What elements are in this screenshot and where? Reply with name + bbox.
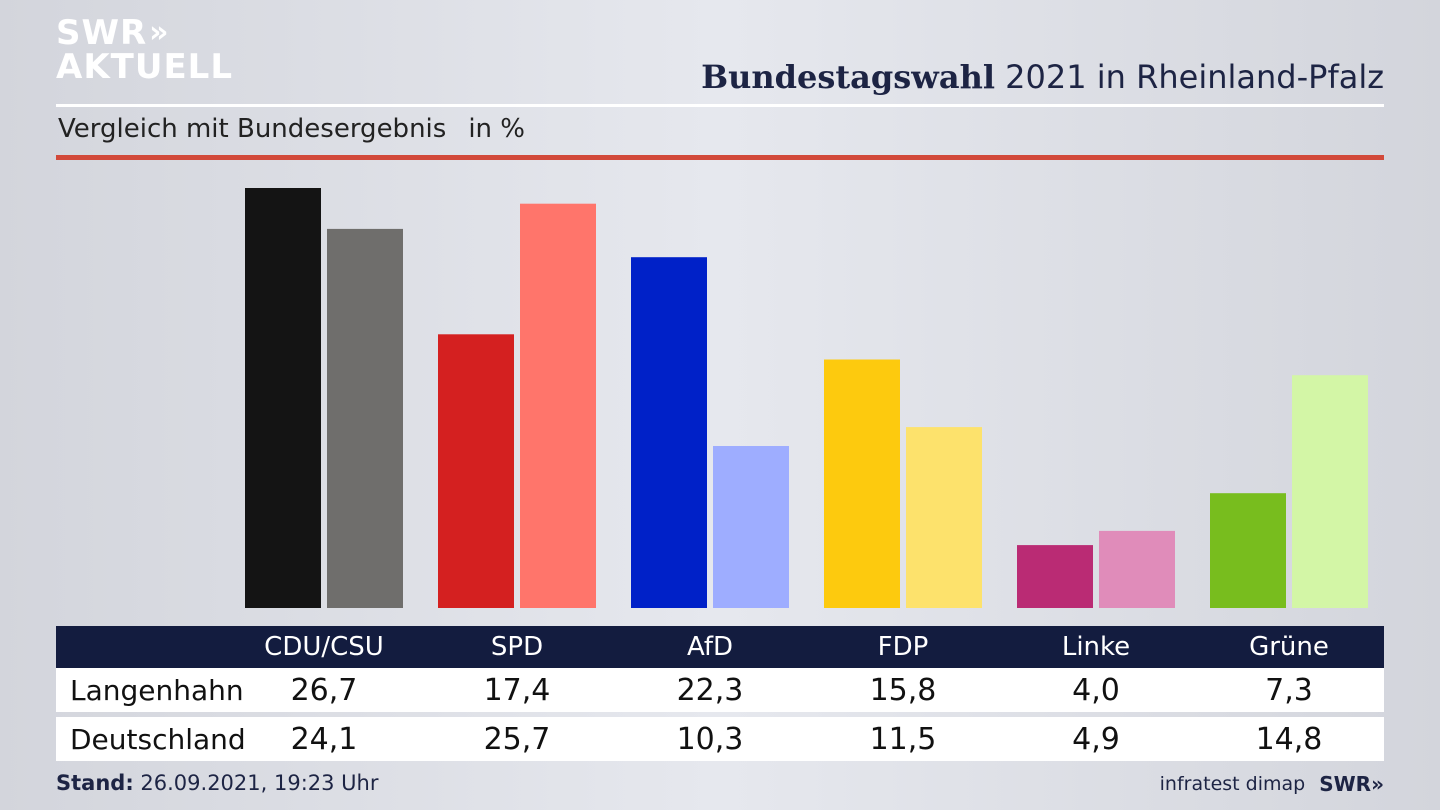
value-linke-deutschland: 4,9 — [1072, 721, 1120, 757]
chart-subtitle: Vergleich mit Bundesergebnis in % — [58, 114, 525, 144]
row-label-langenhahn: Langenhahn — [70, 673, 244, 707]
header-fdp: FDP — [877, 632, 929, 662]
bar-gr-ne-langenhahn — [1210, 493, 1286, 608]
header-gr-ne: Grüne — [1249, 632, 1329, 662]
results-table: CDU/CSU SPD AfD FDP Linke Grüne Langenhahn 26… — [56, 626, 1384, 761]
header-cdu-csu: CDU/CSU — [264, 632, 384, 662]
timestamp: Stand: 26.09.2021, 19:23 Uhr — [56, 771, 379, 795]
swr-brand-text: SWR — [1319, 772, 1372, 796]
bar-spd-langenhahn — [438, 334, 514, 608]
accent-divider — [56, 155, 1384, 160]
bar-fdp-deutschland — [906, 427, 982, 608]
value-fdp-langenhahn: 15,8 — [869, 672, 937, 708]
row-label-deutschland: Deutschland — [70, 722, 246, 756]
bar-cdu-csu-deutschland — [327, 228, 403, 608]
bar-linke-deutschland — [1099, 530, 1175, 608]
stand-value: 26.09.2021, 19:23 Uhr — [133, 771, 379, 795]
bar-linke-langenhahn — [1017, 545, 1093, 608]
bar-afd-langenhahn — [631, 257, 707, 608]
value-cdu-csu-deutschland: 24,1 — [290, 721, 358, 757]
title-rest: 2021 in Rheinland-Pfalz — [995, 58, 1384, 96]
subtitle-unit: in % — [468, 114, 525, 144]
header-afd: AfD — [686, 632, 734, 662]
value-afd-langenhahn: 22,3 — [676, 672, 744, 708]
logo-aktuell-text: AKTUELL — [56, 47, 234, 87]
value-gr-ne-deutschland: 14,8 — [1255, 721, 1323, 757]
value-linke-langenhahn: 4,0 — [1072, 672, 1120, 708]
header-divider — [56, 104, 1384, 107]
table-row-langenhahn: Langenhahn 26,7 17,4 22,3 15,8 4,0 7,3 — [56, 668, 1384, 712]
title-bold: Bundestagswahl — [701, 58, 995, 96]
swr-brand: SWR» — [1319, 772, 1384, 796]
bar-gr-ne-deutschland — [1292, 375, 1368, 608]
swr-aktuell-logo: SWR» AKTUELL — [56, 16, 233, 84]
bar-spd-deutschland — [520, 203, 596, 608]
stand-label: Stand: — [56, 771, 134, 795]
logo-swr-text: SWR — [56, 13, 148, 53]
bar-afd-deutschland — [713, 446, 789, 608]
value-spd-langenhahn: 17,4 — [483, 672, 551, 708]
value-afd-deutschland: 10,3 — [676, 721, 744, 757]
source-credit: infratest dimap SWR» — [1160, 772, 1384, 796]
subtitle-text: Vergleich mit Bundesergebnis — [58, 114, 447, 144]
value-gr-ne-langenhahn: 7,3 — [1265, 672, 1313, 708]
bar-cdu-csu-langenhahn — [245, 188, 321, 608]
table-row-deutschland: Deutschland 24,1 25,7 10,3 11,5 4,9 14,8 — [56, 717, 1384, 761]
value-fdp-deutschland: 11,5 — [869, 721, 937, 757]
bar-fdp-langenhahn — [824, 359, 900, 608]
header-spd: SPD — [490, 632, 544, 662]
swr-arrows-icon: » — [1371, 772, 1384, 796]
table-header: CDU/CSU SPD AfD FDP Linke Grüne — [56, 626, 1384, 668]
source-text: infratest dimap — [1159, 773, 1306, 795]
header-linke: Linke — [1061, 632, 1131, 662]
value-spd-deutschland: 25,7 — [483, 721, 551, 757]
value-cdu-csu-langenhahn: 26,7 — [290, 672, 358, 708]
page-title: Bundestagswahl 2021 in Rheinland-Pfalz — [701, 58, 1384, 96]
